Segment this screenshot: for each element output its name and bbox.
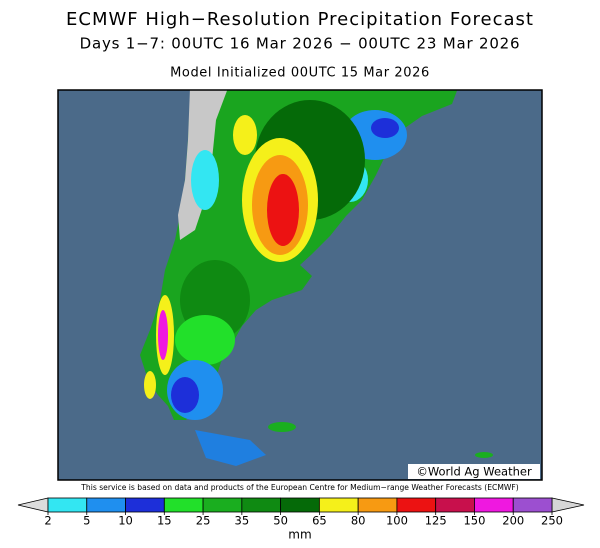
colorbar-tick-label: 5 xyxy=(83,514,90,528)
colorbar-tick-label: 50 xyxy=(273,514,288,528)
colorbar-tick-label: 150 xyxy=(463,514,485,528)
colorbar-segment xyxy=(435,497,475,513)
colorbar-segment xyxy=(474,497,514,513)
colorbar-segment xyxy=(280,497,320,513)
colorbar-under xyxy=(17,497,49,513)
colorbar-segment xyxy=(163,497,204,513)
precip-green-s xyxy=(175,315,235,365)
initialized: Model Initialized 00UTC 15 Mar 2026 xyxy=(170,66,430,81)
precip-cyan xyxy=(191,150,219,210)
colorbar-tick-label: 10 xyxy=(118,514,133,528)
colorbar-tick-label: 80 xyxy=(351,514,366,528)
colorbar-tick-label: 35 xyxy=(235,514,250,528)
colorbar-tick-label: 125 xyxy=(425,514,447,528)
colorbar-segment xyxy=(125,497,165,513)
precip-yellow-coast2 xyxy=(144,371,156,399)
colorbar-tick-label: 250 xyxy=(541,514,563,528)
colorbar-tick-label: 2 xyxy=(44,514,51,528)
colorbar-segment xyxy=(512,497,553,513)
south-georgia xyxy=(475,452,493,458)
colorbar-segment xyxy=(241,497,282,513)
colorbar-segment xyxy=(357,497,398,513)
colorbar-tick-label: 200 xyxy=(502,514,524,528)
map: ©World Ag Weather xyxy=(57,89,543,481)
precip-magenta-coast xyxy=(158,310,168,360)
map-frame xyxy=(57,89,543,481)
colorbar-segment xyxy=(318,497,359,513)
credit: ©World Ag Weather xyxy=(416,465,532,479)
footer-note: This service is based on data and produc… xyxy=(80,483,518,492)
colorbar-over xyxy=(551,497,585,513)
tierra-del-fuego xyxy=(195,430,266,466)
precip-yellow-n xyxy=(233,115,257,155)
subtitle: Days 1−7: 00UTC 16 Mar 2026 − 00UTC 23 M… xyxy=(80,35,521,53)
colorbar-tick-label: 100 xyxy=(386,514,408,528)
colorbar-segment xyxy=(47,497,88,513)
title: ECMWF High−Resolution Precipitation Fore… xyxy=(66,9,534,30)
colorbar-segment xyxy=(396,497,437,513)
colorbar-tick-label: 65 xyxy=(312,514,327,528)
colorbar-unit: mm xyxy=(288,528,311,542)
colorbar-segment xyxy=(202,497,243,513)
precip-dblue-s xyxy=(171,377,199,413)
colorbar-tick-label: 15 xyxy=(157,514,172,528)
colorbar-tick-label: 25 xyxy=(196,514,211,528)
credit-box xyxy=(408,464,540,479)
precip-dblue-ne xyxy=(371,118,399,138)
colorbar: 2 5 10 15 25 35 50 65 80 100 125 150 200 250 xyxy=(17,497,585,528)
colorbar-segment xyxy=(86,497,126,513)
precip-red xyxy=(267,174,299,246)
falklands xyxy=(268,422,296,432)
